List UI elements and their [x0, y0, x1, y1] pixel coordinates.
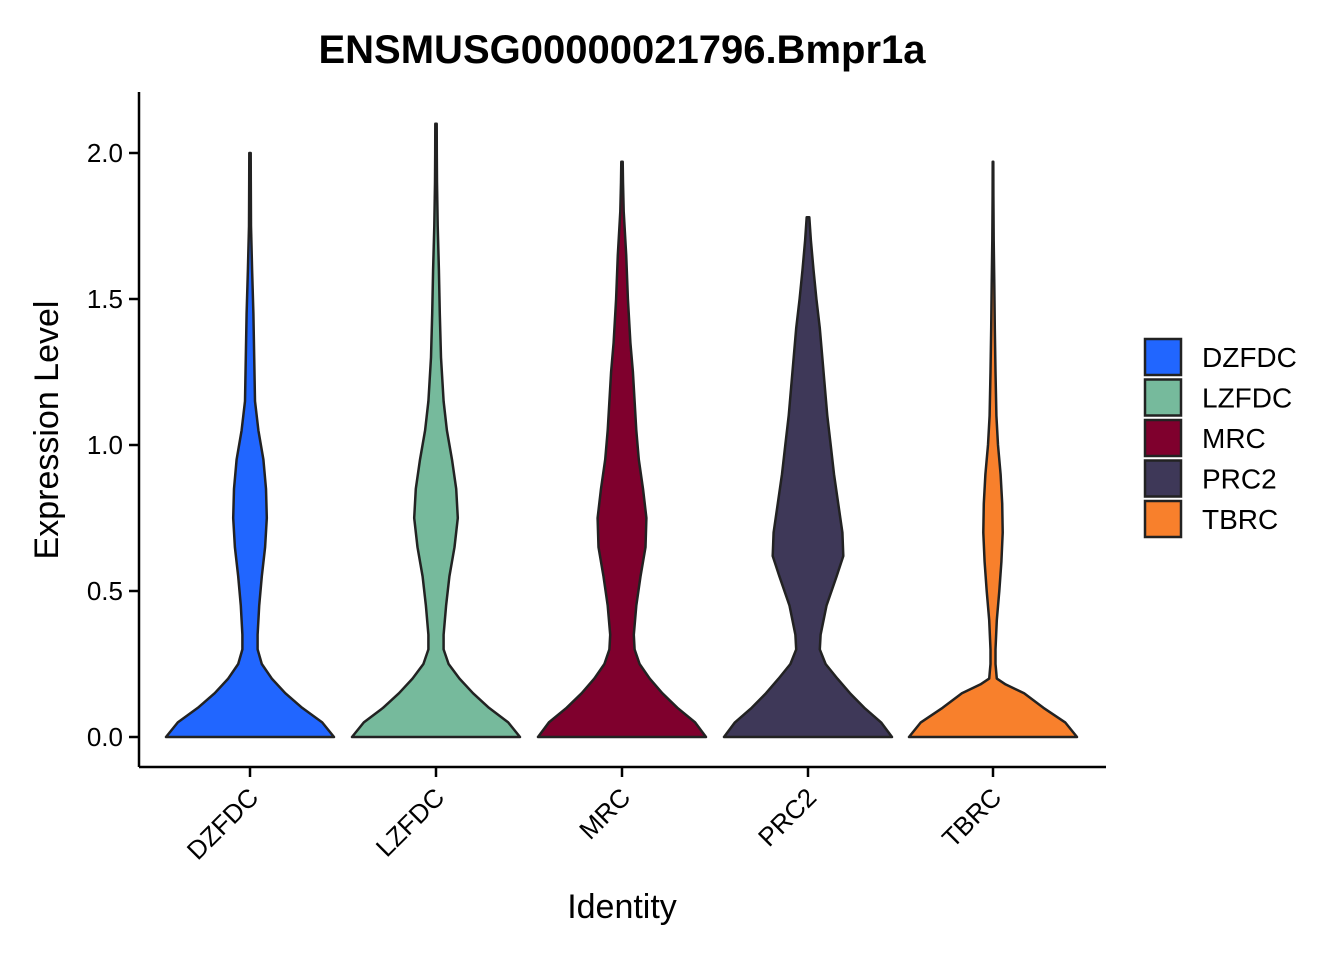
- violin-mrc: [536, 160, 708, 739]
- x-tick-label: DZFDC: [181, 782, 265, 866]
- legend-label-mrc: MRC: [1202, 423, 1266, 454]
- y-tick-label: 2.0: [87, 138, 123, 168]
- legend-key-lzfdc: [1143, 378, 1183, 417]
- legend-key-prc2: [1143, 459, 1183, 498]
- x-axis-title: Identity: [567, 888, 677, 926]
- x-tick-label: TBRC: [936, 782, 1007, 853]
- y-tick-label: 0.5: [87, 576, 123, 606]
- chart-title: ENSMUSG00000021796.Bmpr1a: [318, 28, 926, 72]
- x-tick-label: LZFDC: [370, 782, 450, 862]
- violin-lzfdc: [350, 122, 522, 739]
- y-tick-label: 1.0: [87, 430, 123, 460]
- violin-group: [164, 122, 1079, 739]
- violin-dzfdc: [164, 151, 336, 739]
- legend-key-dzfdc: [1143, 337, 1183, 377]
- y-tick-label: 1.5: [87, 284, 123, 314]
- legend-key-tbrc: [1143, 499, 1183, 539]
- legend-label-dzfdc: DZFDC: [1202, 342, 1297, 373]
- y-tick-label: 0.0: [87, 722, 123, 752]
- legend-label-lzfdc: LZFDC: [1202, 383, 1292, 414]
- x-tick-label: MRC: [573, 782, 636, 845]
- legend-key-mrc: [1143, 418, 1183, 458]
- violin-prc2: [722, 215, 894, 739]
- violin-tbrc: [907, 160, 1079, 739]
- legend-label-tbrc: TBRC: [1202, 504, 1278, 535]
- legend: DZFDC LZFDC MRC PRC2 TBRC: [1143, 337, 1297, 539]
- legend-label-prc2: PRC2: [1202, 464, 1277, 495]
- y-axis-title: Expression Level: [28, 301, 66, 560]
- x-tick-label: PRC2: [752, 782, 822, 852]
